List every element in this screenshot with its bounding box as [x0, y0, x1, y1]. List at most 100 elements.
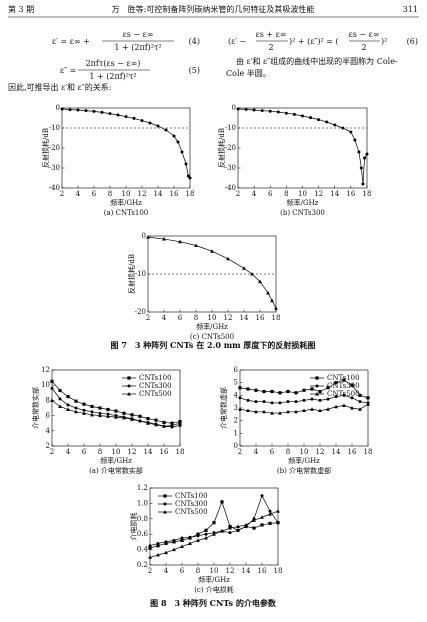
legend-label: CNTs100 [175, 492, 208, 500]
legend-marker [315, 384, 319, 388]
figure-caption: 图 8 3 种阵列 CNTs 的介电参数 [150, 598, 277, 608]
marker [220, 529, 224, 533]
marker [172, 134, 176, 138]
marker [242, 266, 246, 270]
marker [100, 110, 104, 114]
x-tick-label: 8 [194, 314, 198, 322]
marker [204, 528, 208, 532]
x-tick-label: 2 [236, 190, 240, 198]
marker [310, 387, 314, 391]
y-tick-label: 5 [234, 379, 238, 387]
chart-caption: (c) 介电损耗 [194, 585, 234, 594]
marker [278, 411, 282, 415]
x-tick-label: 12 [314, 190, 323, 198]
marker [270, 298, 274, 303]
marker [318, 389, 322, 394]
marker [228, 531, 232, 535]
marker [318, 398, 322, 402]
marker [260, 515, 264, 519]
x-tick-label: 4 [162, 314, 167, 322]
x-tick-label: 6 [180, 567, 185, 575]
marker [146, 421, 150, 425]
legend-marker [127, 392, 131, 396]
marker [350, 396, 354, 400]
x-axis-label: 频率/GHz [110, 198, 142, 207]
y-axis-label: 介电常数虚部 [219, 387, 228, 429]
x-tick-label: 10 [122, 190, 131, 198]
marker [358, 407, 362, 411]
marker [326, 397, 330, 401]
marker [244, 522, 248, 527]
x-tick-label: 14 [242, 567, 251, 575]
marker [106, 414, 110, 418]
marker [60, 107, 64, 111]
chart-caption: (a) 介电常数实部 [89, 466, 143, 475]
marker [130, 417, 134, 421]
y-tick-label: 6 [46, 412, 51, 420]
marker [246, 408, 250, 413]
marker [358, 393, 362, 397]
series-line [237, 108, 368, 185]
legend-label: CNTs100 [139, 374, 172, 382]
marker [250, 272, 254, 276]
marker [114, 409, 118, 413]
marker [98, 406, 102, 410]
x-axis-label: 频率/GHz [196, 322, 228, 331]
x-axis-label: 频率/GHz [288, 456, 320, 465]
marker [260, 109, 264, 113]
marker [236, 524, 240, 528]
marker [162, 424, 166, 428]
plot-frame [61, 107, 191, 189]
x-axis-label: 频率/GHz [198, 575, 230, 584]
marker [278, 391, 282, 395]
marker [270, 389, 274, 394]
marker [341, 126, 345, 130]
figure-caption: 图 7 3 种阵列 CNTs 在 2.0 mm 厚度下的反射损耗图 [111, 340, 316, 350]
marker [342, 403, 346, 407]
marker [58, 404, 62, 408]
eq-num: 2πfτ(εs − ε∞) [86, 59, 141, 68]
marker [194, 243, 198, 247]
marker [244, 107, 248, 111]
y-tick-label: 4 [46, 427, 51, 435]
x-tick-label: 4 [164, 567, 169, 575]
series-line [147, 236, 277, 309]
marker [66, 403, 70, 407]
legend-marker [127, 376, 131, 380]
x-tick-label: 10 [300, 448, 309, 456]
x-tick-label: 12 [138, 190, 147, 198]
x-tick-label: 10 [208, 314, 217, 322]
marker [258, 279, 262, 284]
marker [164, 541, 168, 546]
marker [140, 119, 144, 123]
eq-label: (6) [407, 37, 418, 46]
x-tick-label: 16 [346, 190, 355, 198]
marker [108, 112, 112, 116]
y-tick-label: -30 [49, 164, 60, 172]
marker [284, 111, 288, 115]
marker [302, 408, 306, 413]
marker [268, 521, 272, 526]
marker [58, 388, 62, 393]
marker [170, 423, 174, 427]
running-title: 万 胜等:可控制备阵列碳纳米管的几何特征及其吸波性能 [112, 4, 315, 14]
x-tick-label: 8 [286, 448, 290, 456]
x-axis-label: 频率/GHz [100, 456, 132, 465]
x-tick-label: 6 [92, 190, 97, 198]
marker [254, 400, 258, 404]
marker [268, 509, 272, 513]
x-tick-label: 2 [148, 567, 152, 575]
legend-label: CNTs500 [175, 508, 208, 516]
marker [359, 166, 363, 170]
y-tick-label: 0.8 [137, 515, 148, 523]
marker [262, 409, 266, 414]
y-axis-label: 介电常数实部 [31, 387, 40, 429]
chart-caption: (c) CNTs500 [190, 333, 234, 341]
legend-marker [163, 494, 167, 498]
marker [270, 411, 274, 415]
marker [334, 381, 338, 385]
y-tick-label: 8 [46, 396, 50, 404]
eq-label: (4) [189, 37, 200, 46]
marker [212, 532, 216, 536]
marker [212, 521, 216, 525]
